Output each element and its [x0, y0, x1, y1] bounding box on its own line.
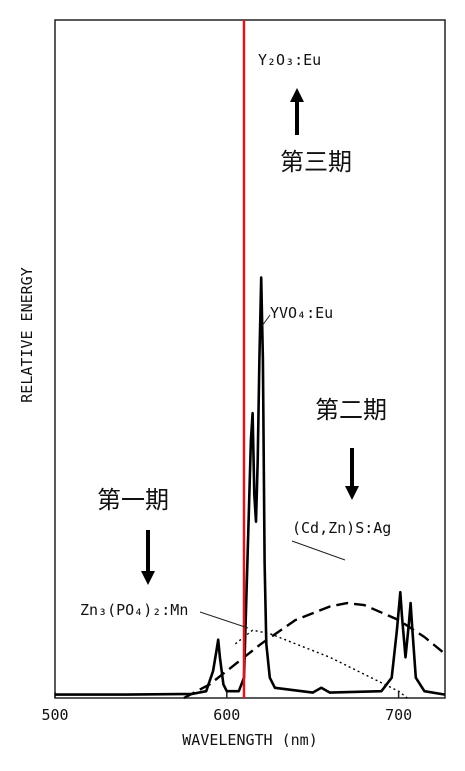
y-axis-label: RELATIVE ENERGY	[18, 267, 36, 402]
x-tick-label: 600	[213, 706, 240, 724]
arrow-head	[290, 88, 304, 102]
series-label: Zn₃(PO₄)₂:Mn	[80, 601, 188, 619]
arrow-head	[345, 486, 359, 500]
x-tick-label: 700	[385, 706, 412, 724]
phase-label: 第二期	[315, 396, 387, 424]
x-tick-label: 500	[41, 706, 68, 724]
spectrum-line	[183, 601, 446, 700]
leader-line	[291, 540, 346, 561]
spectrum-line	[55, 276, 446, 696]
arrow-head	[141, 571, 155, 585]
leader-line	[199, 611, 249, 629]
series-label: (Cd,Zn)S:Ag	[292, 519, 391, 537]
phase-label: 第三期	[280, 148, 352, 176]
series-label: Y₂O₃:Eu	[258, 51, 321, 69]
series-label: YVO₄:Eu	[270, 304, 333, 322]
phase-label: 第一期	[97, 486, 169, 514]
plot-frame	[54, 19, 446, 699]
x-axis-label: WAVELENGTH (nm)	[182, 731, 317, 749]
spectrum-line	[234, 629, 408, 699]
leader-line	[261, 314, 271, 327]
